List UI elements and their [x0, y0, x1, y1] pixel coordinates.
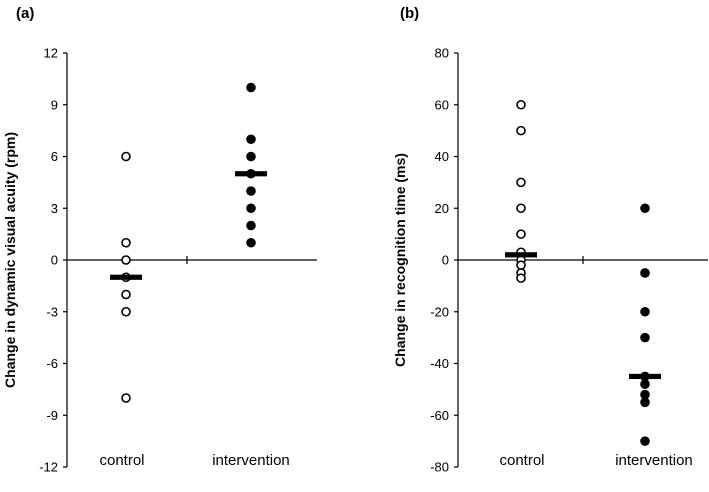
panel-a-intervention-point	[246, 82, 256, 93]
panel-b: (b) Change in recognition time (ms) -80 -…	[392, 5, 708, 475]
panel-b-intervention-point	[640, 268, 650, 278]
panel-b-control-point	[516, 99, 526, 110]
panel-b-y-tick-label: 20	[435, 201, 449, 216]
panel-a: (a) Change in dynamic visual acuity (rpm…	[2, 5, 317, 475]
panel-b-y-tick-label: 0	[442, 253, 449, 268]
panel-a-control-point	[121, 289, 131, 300]
panel-a-intervention-point	[246, 186, 256, 196]
panel-b-y-tick-label: 60	[435, 97, 449, 112]
panel-a-intervention-point	[246, 134, 256, 145]
panel-a-y-tick-label: 12	[44, 46, 58, 61]
panel-a-y-tick-label: 6	[51, 149, 58, 164]
panel-a-control-point	[121, 237, 131, 248]
panel-a-control-point	[121, 255, 131, 265]
panel-a-label: (a)	[16, 5, 34, 22]
panel-b-y-tick-label: -80	[430, 460, 449, 475]
panel-a-y-tick-label: -6	[46, 356, 58, 371]
panel-a-control-median-bar	[110, 274, 142, 280]
panel-b-intervention-point	[640, 203, 650, 214]
panel-a-intervention-median-bar	[235, 171, 267, 177]
panel-a-intervention-point	[246, 237, 256, 248]
panel-b-control-median-bar	[505, 252, 537, 258]
panel-b-category-intervention: intervention	[615, 452, 693, 469]
panel-a-y-tick-label: -3	[46, 304, 58, 319]
panel-b-y-tick-label: 40	[435, 149, 449, 164]
panel-b-intervention-point	[640, 389, 650, 400]
panel-b-intervention-point	[640, 332, 650, 343]
panel-b-control-point	[516, 177, 526, 188]
panel-a-y-tick-label: 9	[51, 97, 58, 112]
panel-b-control-point	[516, 273, 526, 283]
panel-a-control-point	[121, 306, 131, 317]
panel-a-y-tick-label: 0	[51, 253, 58, 268]
panel-a-y-axis-title: Change in dynamic visual acuity (rpm)	[2, 132, 18, 388]
panel-a-category-control: control	[99, 452, 144, 469]
panel-b-y-tick-label: 80	[435, 46, 449, 61]
panel-a-intervention-point	[246, 151, 256, 162]
panel-b-control-point	[516, 260, 526, 270]
panel-b-control-point	[516, 229, 526, 239]
panel-b-control-point	[516, 203, 526, 214]
panel-b-intervention-median-bar	[629, 373, 661, 380]
panel-b-label: (b)	[400, 5, 419, 22]
panel-b-y-axis-title: Change in recognition time (ms)	[392, 153, 408, 367]
panel-a-control-point	[121, 151, 131, 162]
panel-b-y-tick-label: -40	[430, 356, 449, 371]
panel-b-intervention-point	[640, 306, 650, 317]
panel-a-intervention-point	[246, 220, 256, 231]
panel-b-category-control: control	[499, 452, 544, 469]
panel-b-y-tick-label: -60	[430, 408, 449, 423]
panel-a-y-tick-label: 3	[51, 201, 58, 216]
panel-b-intervention-point	[640, 379, 650, 390]
panel-a-intervention-point	[246, 203, 256, 214]
panel-a-category-intervention: intervention	[212, 452, 290, 469]
panel-a-y-tick-label: -9	[46, 408, 58, 423]
panel-b-y-tick-label: -20	[430, 304, 449, 319]
panel-b-intervention-point	[640, 397, 650, 408]
panel-a-y-tick-label: -12	[39, 460, 58, 475]
panel-b-control-point	[516, 125, 526, 136]
panel-a-control-point	[121, 393, 131, 403]
panel-b-intervention-point	[640, 436, 650, 446]
